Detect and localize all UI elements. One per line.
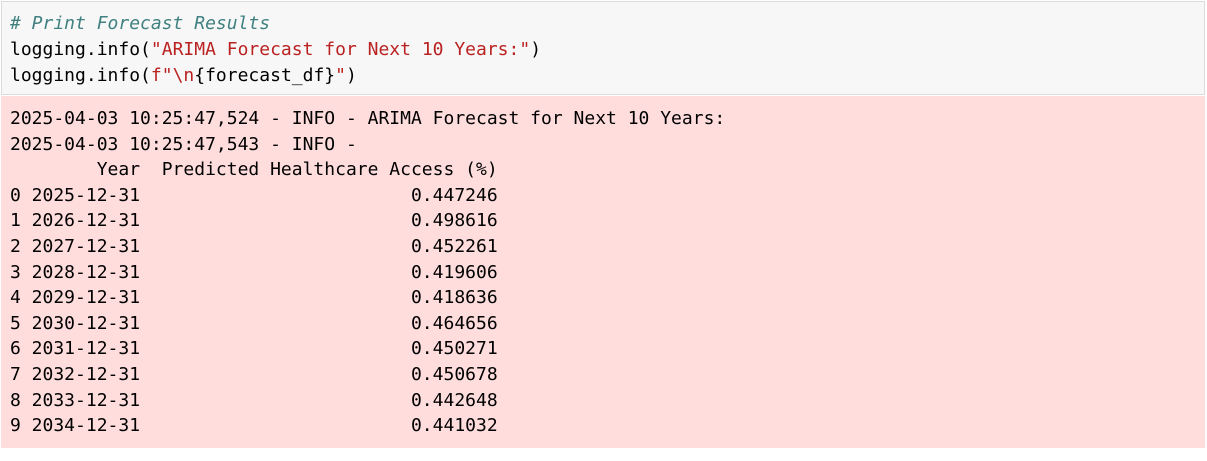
table-row: 7 2032-12-31 0.450678	[10, 364, 498, 385]
code-paren: )	[345, 65, 357, 86]
table-row: 1 2026-12-31 0.498616	[10, 210, 498, 232]
log-line: 2025-04-03 10:25:47,543 - INFO -	[10, 133, 368, 155]
table-row: 0 2025-12-31 0.447246	[10, 184, 498, 206]
table-row: 5 2030-12-31 0.464656	[10, 312, 498, 334]
code-fstring-end: "	[335, 65, 346, 86]
code-fstring-expression: {forecast_df}	[194, 65, 336, 86]
table-row: 6 2031-12-31 0.450271	[10, 338, 498, 360]
code-string: "ARIMA Forecast for Next 10 Years:"	[150, 39, 531, 60]
table-row: 3 2028-12-31 0.419606	[10, 261, 498, 283]
table-header: Year Predicted Healthcare Access (%)	[10, 159, 498, 181]
code-fstring-start: f"\n	[150, 65, 195, 86]
code-call: logging.info(	[10, 39, 151, 60]
code-line-comment: # Print Forecast Results	[10, 11, 270, 37]
code-line-log-title: logging.info("ARIMA Forecast for Next 10…	[10, 37, 541, 63]
code-call: logging.info(	[10, 65, 151, 86]
log-line: 2025-04-03 10:25:47,524 - INFO - ARIMA F…	[10, 108, 726, 129]
table-row: 2 2027-12-31 0.452261	[10, 236, 498, 257]
table-row: 8 2033-12-31 0.442648	[10, 389, 498, 411]
table-row: 9 2034-12-31 0.441032	[10, 415, 498, 437]
code-paren: )	[530, 39, 542, 60]
code-input-area[interactable]: # Print Forecast Results logging.info("A…	[1, 1, 1205, 95]
code-line-log-dataframe: logging.info(f"\n{forecast_df}")	[10, 63, 357, 89]
stderr-output-area: 2025-04-03 10:25:47,524 - INFO - ARIMA F…	[1, 96, 1205, 448]
code-comment: # Print Forecast Results	[10, 13, 271, 34]
table-row: 4 2029-12-31 0.418636	[10, 287, 498, 309]
